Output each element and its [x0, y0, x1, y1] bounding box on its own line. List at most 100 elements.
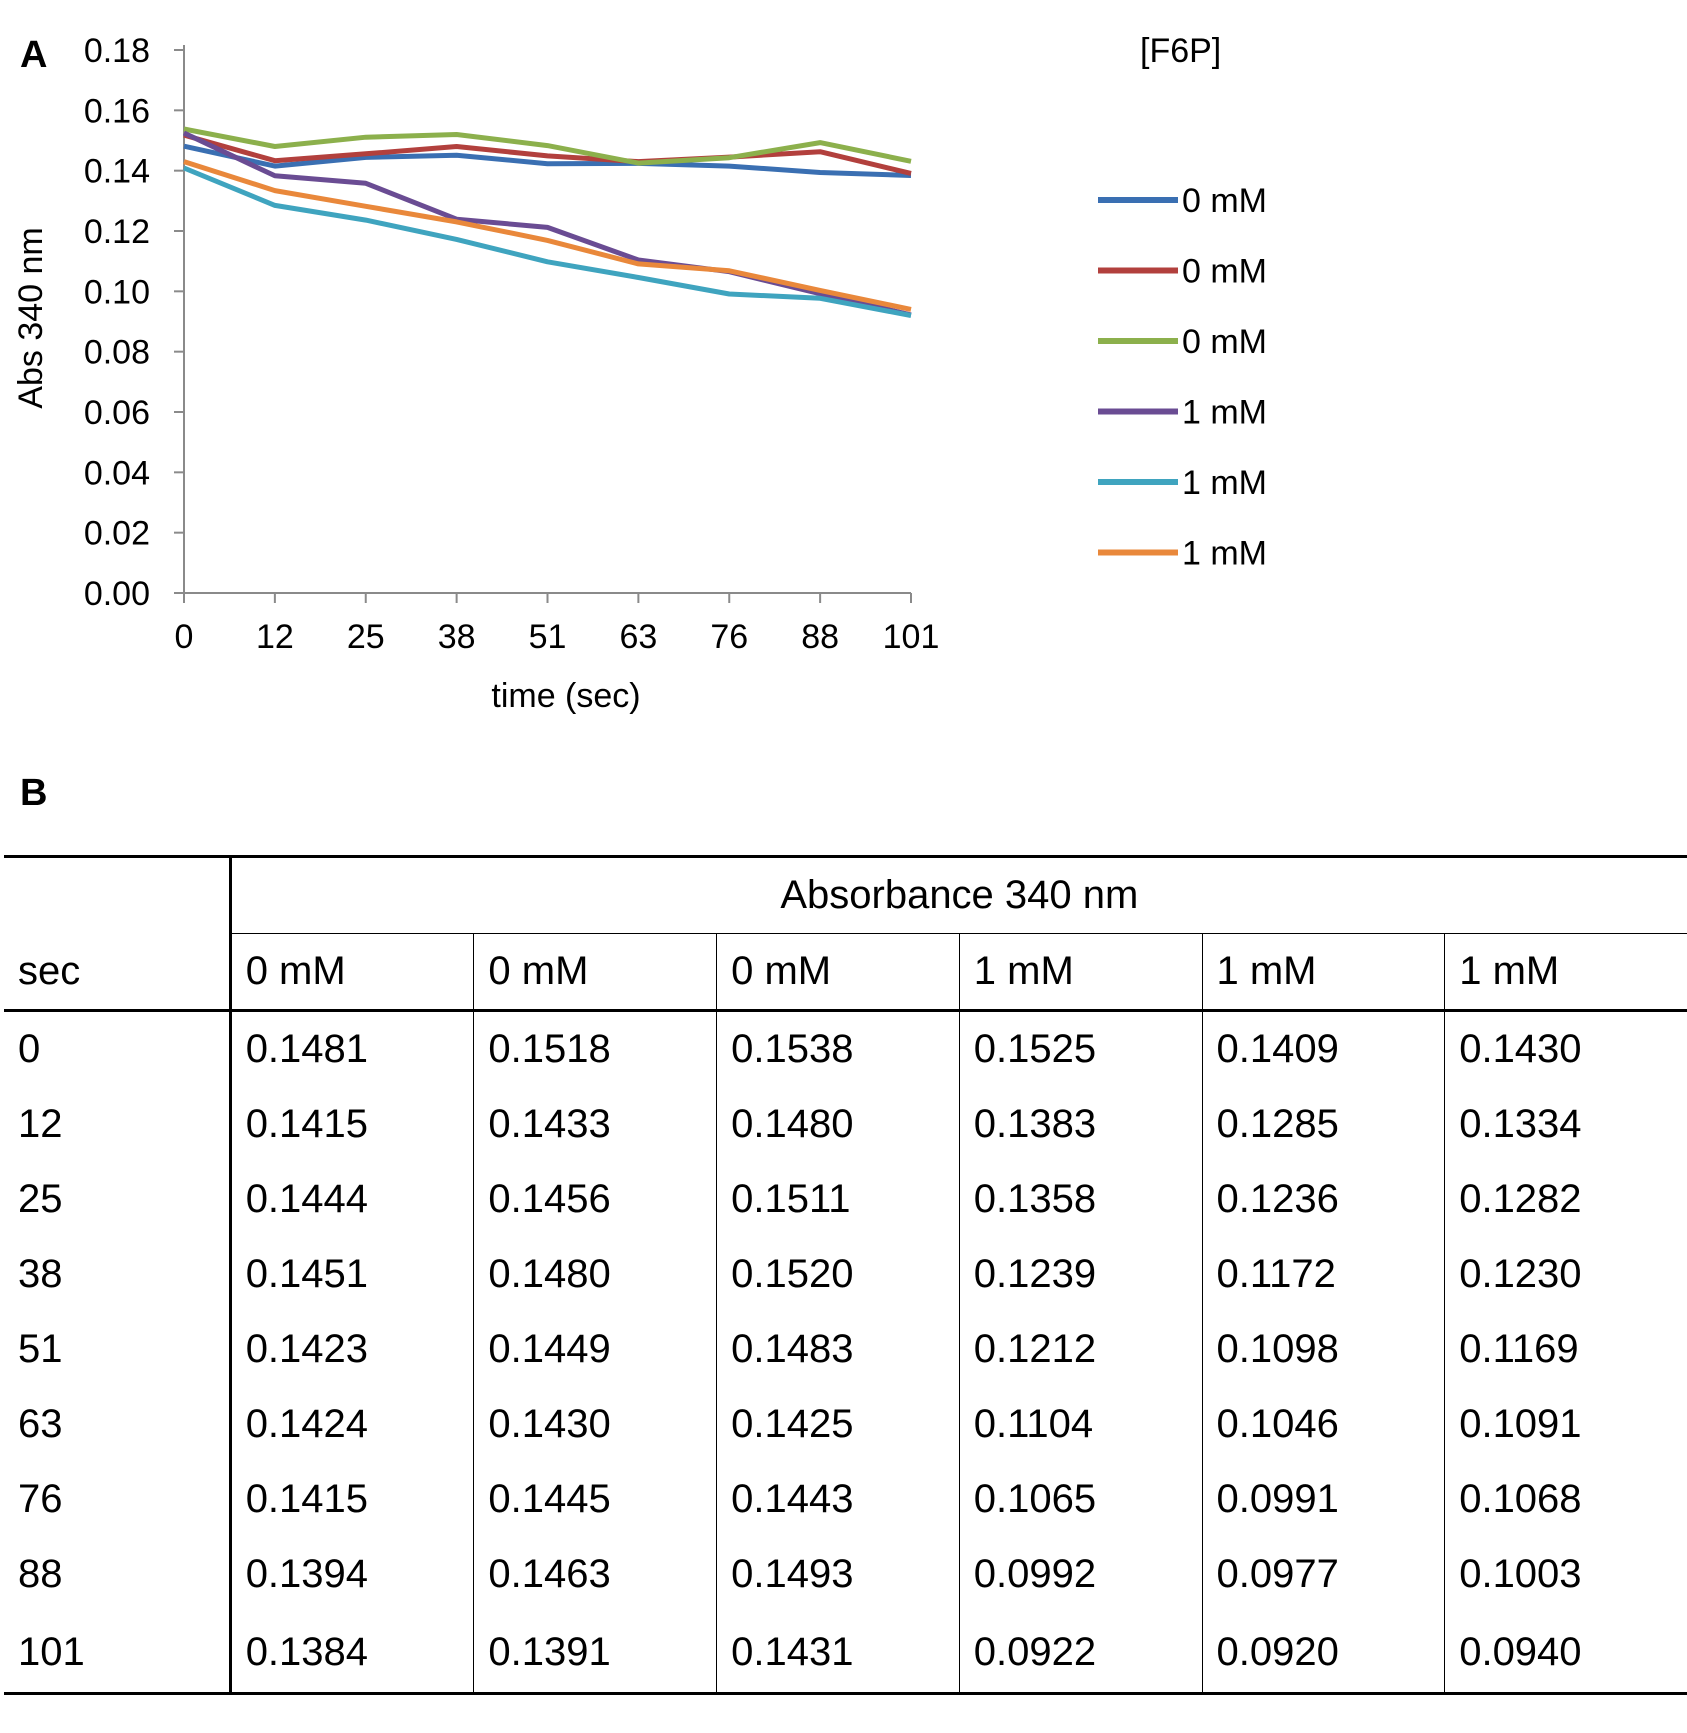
table-value-cell: 0.1433: [473, 1087, 718, 1162]
chart-legend: [F6P] 0 mM 0 mM 0 mM 1 mM 1 mM 1 mM: [1098, 32, 1267, 573]
chart-axes: 0.00 0.02 0.04 0.06 0.08 0.10 0.12 0.14 0.16 0.18…: [12, 32, 939, 715]
table-row: 101 0.1384 0.1391 0.1431 0.0922 0.0920 0.0940: [4, 1612, 1687, 1695]
y-tick-label: 0.14: [84, 153, 150, 191]
table-value-cell: 0.1003: [1459, 1552, 1582, 1596]
x-tick-label: 0: [175, 618, 194, 656]
table-value-cell: 0.0992: [959, 1537, 1203, 1612]
y-tick-label: 0.12: [84, 213, 150, 251]
table-value-cell: 0.1391: [473, 1612, 718, 1695]
table-value-cell: 0.1443: [716, 1462, 960, 1537]
table-value-cell: 0.1383: [959, 1087, 1203, 1162]
table-value-cell: 0.1065: [959, 1462, 1203, 1537]
table-column-header: 1 mM: [1202, 933, 1446, 1012]
table-time-cell: 88: [4, 1537, 232, 1612]
legend-label: 0 mM: [1182, 253, 1267, 291]
table-value-cell: 0.1358: [959, 1162, 1203, 1237]
table-value-cell: 0.1511: [716, 1162, 960, 1237]
y-tick-label: 0.04: [84, 454, 150, 492]
table-time-cell: 63: [4, 1387, 232, 1462]
table-time-cell: 0: [4, 1010, 232, 1087]
panel-label-a: A: [20, 34, 48, 76]
table-row: 0 0.1481 0.1518 0.1538 0.1525 0.1409 0.1430: [4, 1010, 1687, 1087]
table-row: 12 0.1415 0.1433 0.1480 0.1383 0.1285 0.1334: [4, 1087, 1687, 1162]
table-value-cell: 0.0920: [1202, 1612, 1446, 1695]
y-axis-title: Abs 340 nm: [12, 227, 50, 408]
y-tick-label: 0.00: [84, 575, 150, 613]
table-value-cell: 0.1520: [716, 1237, 960, 1312]
table-value-cell: 0.1431: [716, 1612, 960, 1695]
table-value-cell: 0.1098: [1202, 1312, 1446, 1387]
legend-title: [F6P]: [1140, 32, 1221, 70]
table-value-cell: 0.1445: [473, 1462, 718, 1537]
table-value-cell: 0.1525: [959, 1010, 1203, 1087]
panel-label-b: B: [20, 772, 48, 814]
table-value-cell: 0.1483: [716, 1312, 960, 1387]
table-value-cell: 0.1444: [230, 1162, 475, 1237]
table-value-cell: 0.1430: [1459, 1027, 1582, 1071]
table-column-header: 0 mM: [473, 933, 718, 1012]
table-row: 51 0.1423 0.1449 0.1483 0.1212 0.1098 0.1169: [4, 1312, 1687, 1387]
absorbance-table: Absorbance 340 nm sec 0 mM 0 mM 0 mM 1 mM 1 …: [4, 855, 1687, 1695]
legend-label: 1 mM: [1182, 464, 1267, 502]
legend-label: 0 mM: [1182, 323, 1267, 361]
series-line: [183, 143, 912, 178]
table-value-cell: 0.1451: [230, 1237, 475, 1312]
table-value-cell: 0.1384: [230, 1612, 475, 1695]
table-value-cell: 0.1230: [1459, 1252, 1582, 1296]
table-value-cell: 0.1409: [1202, 1010, 1446, 1087]
table-row: 88 0.1394 0.1463 0.1493 0.0992 0.0977 0.1003: [4, 1537, 1687, 1612]
table-value-cell: 0.1425: [716, 1387, 960, 1462]
table-value-cell: 0.1480: [473, 1237, 718, 1312]
table-value-cell: 0.0922: [959, 1612, 1203, 1695]
table-value-cell: 0.1334: [1459, 1102, 1582, 1146]
table-value-cell: 0.1068: [1459, 1477, 1582, 1521]
chart-series-lines: [182, 126, 912, 318]
legend-label: 0 mM: [1182, 182, 1267, 220]
table-value-cell: 0.0940: [1444, 1612, 1687, 1695]
table-value-cell: 0.1518: [473, 1010, 718, 1087]
table-row-header: sec: [4, 933, 232, 1012]
table-time-cell: 51: [4, 1312, 232, 1387]
table-value-cell: 0.1239: [959, 1237, 1203, 1312]
table-value-cell: 0.1415: [230, 1462, 475, 1537]
table-value-cell: 0.1104: [959, 1387, 1203, 1462]
y-tick-label: 0.02: [84, 515, 150, 553]
table-column-header: 1 mM: [959, 933, 1203, 1012]
y-tick-label: 0.16: [84, 92, 150, 130]
table-corner-cell: [4, 855, 232, 934]
table-time-cell: 76: [4, 1462, 232, 1537]
table-value-cell: 0.1169: [1459, 1327, 1579, 1371]
series-line: [183, 126, 912, 166]
table-value-cell: 0.0991: [1202, 1462, 1446, 1537]
series-line: [183, 165, 912, 318]
table-time-cell: 25: [4, 1162, 232, 1237]
x-tick-label: 25: [347, 618, 385, 656]
table-value-cell: 0.1480: [716, 1087, 960, 1162]
table-value-cell: 0.1538: [716, 1010, 960, 1087]
table-group-header: Absorbance 340 nm: [230, 855, 1687, 934]
table-value-cell: 0.1091: [1459, 1402, 1582, 1446]
table-value-cell: 0.0977: [1202, 1537, 1446, 1612]
table-column-header: 1 mM: [1444, 933, 1687, 1012]
table-value-cell: 0.1285: [1202, 1087, 1446, 1162]
x-tick-label: 12: [256, 618, 294, 656]
table-value-cell: 0.1430: [473, 1387, 718, 1462]
table-column-header: 0 mM: [716, 933, 960, 1012]
x-tick-label: 51: [529, 618, 567, 656]
table-value-cell: 0.1212: [959, 1312, 1203, 1387]
y-tick-label: 0.08: [84, 334, 150, 372]
line-chart: 0.00 0.02 0.04 0.06 0.08 0.10 0.12 0.14 0.16 0.18…: [12, 32, 1267, 715]
table-time-cell: 38: [4, 1237, 232, 1312]
table-row: 63 0.1424 0.1430 0.1425 0.1104 0.1046 0.1091: [4, 1387, 1687, 1462]
table-value-cell: 0.1449: [473, 1312, 718, 1387]
table-row: 38 0.1451 0.1480 0.1520 0.1239 0.1172 0.1230: [4, 1237, 1687, 1312]
x-tick-label: 76: [710, 618, 748, 656]
table-header-row: sec 0 mM 0 mM 0 mM 1 mM 1 mM 1 mM: [4, 933, 1687, 1012]
series-line: [183, 159, 912, 312]
table-value-cell: 0.1394: [230, 1537, 475, 1612]
table-value-cell: 0.1172: [1202, 1237, 1446, 1312]
x-axis-title: time (sec): [491, 677, 640, 715]
table-value-cell: 0.1236: [1202, 1162, 1446, 1237]
y-tick-label: 0.18: [84, 32, 150, 70]
x-tick-label: 101: [883, 618, 940, 656]
